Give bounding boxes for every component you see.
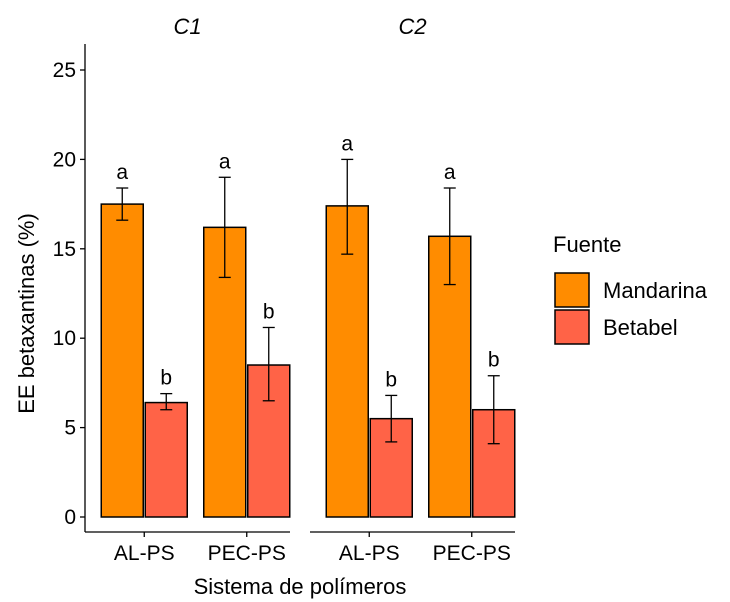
significance-label-c1-al-ps-betabel: b xyxy=(160,367,172,390)
y-tick-label-5: 5 xyxy=(64,417,76,440)
significance-label-c1-pec-ps-betabel: b xyxy=(263,300,275,323)
facet-title-c1: C1 xyxy=(173,14,201,39)
significance-label-c1-pec-ps-mandarina: a xyxy=(219,150,231,173)
y-tick-label-0: 0 xyxy=(64,506,76,529)
x-tick-label-c1-pec-ps: PEC-PS xyxy=(208,542,286,565)
bar-c1-al-ps-betabel xyxy=(144,401,188,518)
y-axis-title: EE betaxantinas (%) xyxy=(14,213,39,414)
significance-label-c1-al-ps-mandarina: a xyxy=(116,161,128,184)
legend-label-betabel: Betabel xyxy=(603,315,678,340)
legend-swatch-mandarina xyxy=(554,272,590,308)
significance-label-c2-al-ps-mandarina: a xyxy=(341,132,353,155)
x-axis-title: Sistema de polímeros xyxy=(194,574,407,599)
bar-c1-pec-ps-mandarina xyxy=(203,226,247,518)
significance-label-c2-pec-ps-mandarina: a xyxy=(444,161,456,184)
x-tick-label-c2-al-ps: AL-PS xyxy=(339,542,400,565)
significance-label-c2-pec-ps-betabel: b xyxy=(488,349,500,372)
legend-swatch-betabel xyxy=(554,309,590,345)
facet-title-c2: C2 xyxy=(398,14,426,39)
x-tick-label-c2-pec-ps: PEC-PS xyxy=(433,542,511,565)
bar-c1-al-ps-mandarina xyxy=(100,203,144,518)
y-tick-label-25: 25 xyxy=(53,59,76,82)
legend-title: Fuente xyxy=(553,232,622,257)
y-tick-label-15: 15 xyxy=(53,238,76,261)
y-tick-label-20: 20 xyxy=(53,148,76,171)
y-tick-label-10: 10 xyxy=(53,327,76,350)
x-tick-label-c1-al-ps: AL-PS xyxy=(114,542,175,565)
legend-label-mandarina: Mandarina xyxy=(603,278,708,303)
significance-label-c2-al-ps-betabel: b xyxy=(385,368,397,391)
